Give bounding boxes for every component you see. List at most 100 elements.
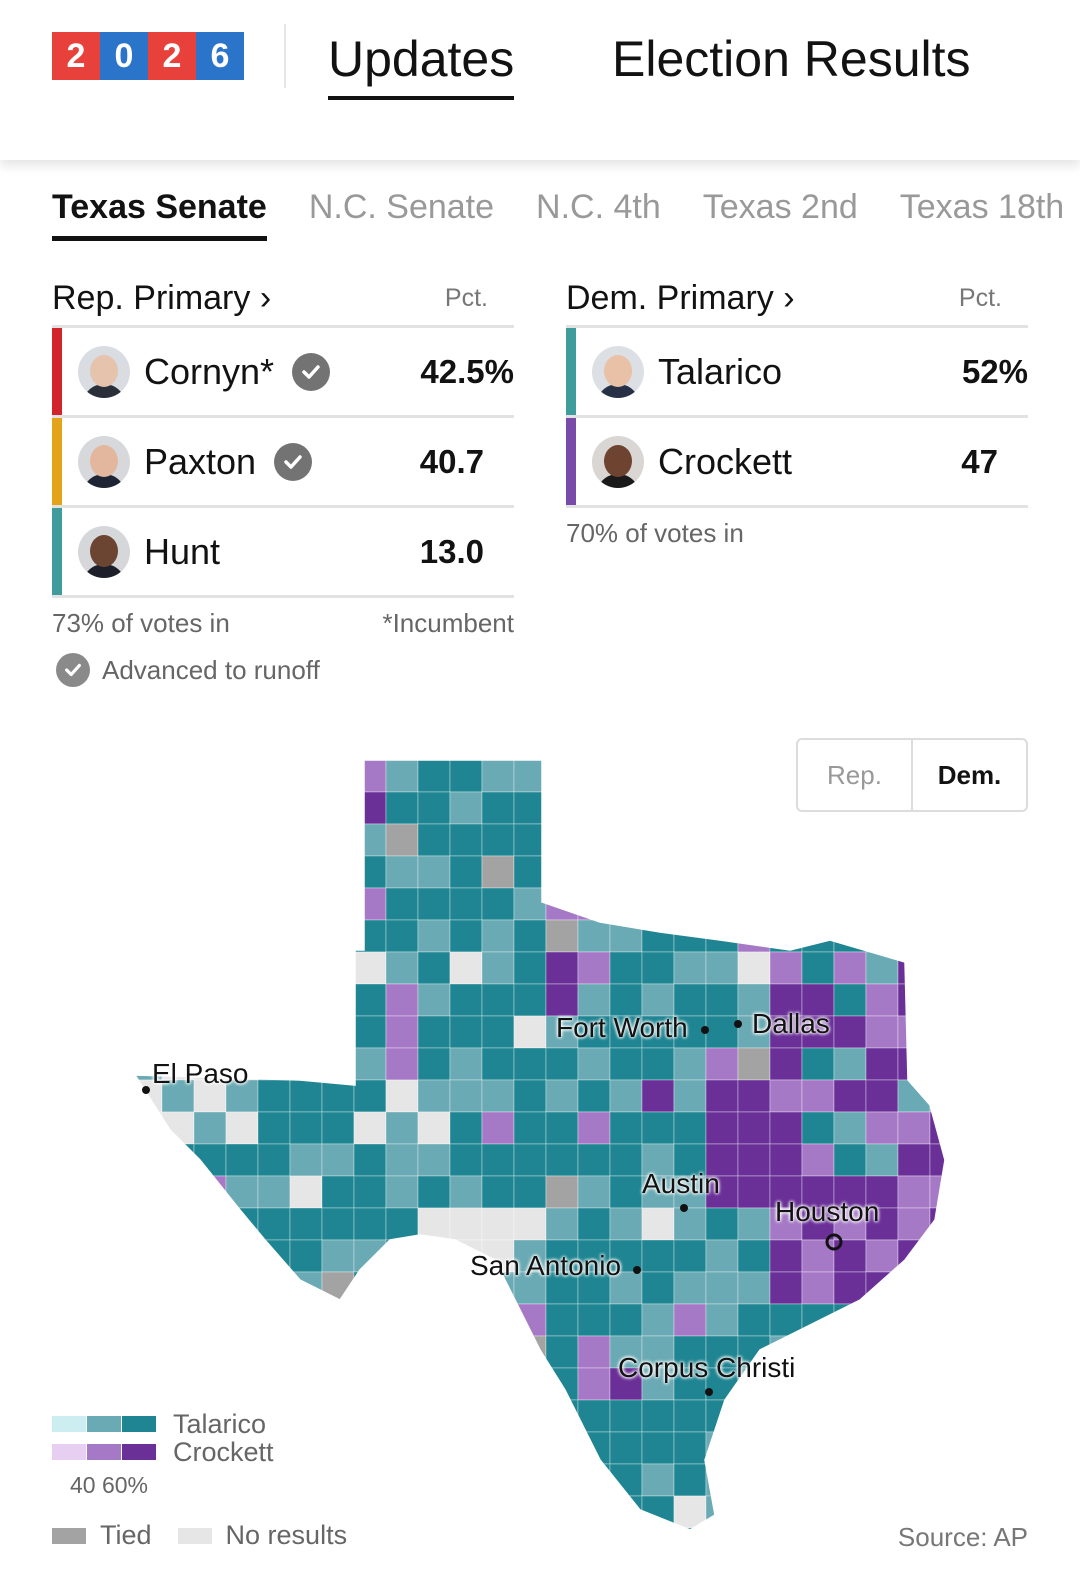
county-cell[interactable] — [257, 1175, 291, 1209]
county-cell[interactable] — [417, 1239, 451, 1273]
county-cell[interactable] — [481, 1175, 515, 1209]
county-cell[interactable] — [545, 791, 579, 825]
county-cell[interactable] — [417, 1207, 451, 1241]
county-cell[interactable] — [225, 760, 259, 793]
county-cell[interactable] — [801, 1047, 835, 1081]
county-cell[interactable] — [897, 1111, 931, 1145]
county-cell[interactable] — [449, 951, 483, 985]
county-cell[interactable] — [897, 1367, 931, 1401]
county-cell[interactable] — [865, 1495, 899, 1529]
county-cell[interactable] — [353, 1431, 387, 1465]
county-cell[interactable] — [801, 1495, 835, 1529]
county-cell[interactable] — [385, 1079, 419, 1113]
county-cell[interactable] — [193, 887, 227, 921]
county-cell[interactable] — [545, 1239, 579, 1273]
county-cell[interactable] — [193, 1271, 227, 1305]
county-cell[interactable] — [130, 1143, 163, 1177]
county-cell[interactable] — [481, 1527, 515, 1540]
county-cell[interactable] — [705, 1111, 739, 1145]
county-cell[interactable] — [833, 919, 867, 953]
county-cell[interactable] — [641, 1047, 675, 1081]
county-cell[interactable] — [417, 951, 451, 985]
county-cell[interactable] — [769, 1271, 803, 1305]
county-cell[interactable] — [673, 1495, 707, 1529]
county-cell[interactable] — [609, 791, 643, 825]
county-cell[interactable] — [673, 1303, 707, 1337]
county-cell[interactable] — [385, 1207, 419, 1241]
county-cell[interactable] — [673, 1111, 707, 1145]
county-cell[interactable] — [225, 855, 259, 889]
county-cell[interactable] — [481, 1047, 515, 1081]
county-cell[interactable] — [801, 1143, 835, 1177]
county-cell[interactable] — [705, 1207, 739, 1241]
county-cell[interactable] — [193, 951, 227, 985]
county-cell[interactable] — [545, 983, 579, 1017]
county-cell[interactable] — [673, 1399, 707, 1433]
race-tab-texas-18th[interactable]: Texas 18th — [899, 188, 1065, 226]
county-cell[interactable] — [897, 1079, 931, 1113]
county-cell[interactable] — [513, 1175, 547, 1209]
county-cell[interactable] — [161, 791, 195, 825]
county-cell[interactable] — [193, 1143, 227, 1177]
county-cell[interactable] — [737, 791, 771, 825]
county-cell[interactable] — [737, 1399, 771, 1433]
county-cell[interactable] — [353, 951, 387, 985]
county-cell[interactable] — [353, 887, 387, 921]
race-tab-texas-senate[interactable]: Texas Senate — [52, 188, 267, 241]
county-cell[interactable] — [609, 1495, 643, 1529]
county-cell[interactable] — [481, 1367, 515, 1401]
county-cell[interactable] — [257, 951, 291, 985]
county-cell[interactable] — [161, 760, 195, 793]
county-cell[interactable] — [577, 1495, 611, 1529]
county-cell[interactable] — [449, 1335, 483, 1369]
county-cell[interactable] — [737, 1207, 771, 1241]
county-cell[interactable] — [353, 1495, 387, 1529]
county-cell[interactable] — [289, 1143, 323, 1177]
county-cell[interactable] — [353, 1175, 387, 1209]
county-cell[interactable] — [161, 1207, 195, 1241]
county-cell[interactable] — [193, 1207, 227, 1241]
texas-map[interactable] — [0, 740, 1080, 1540]
county-cell[interactable] — [865, 1015, 899, 1049]
county-cell[interactable] — [257, 1271, 291, 1305]
county-cell[interactable] — [641, 1143, 675, 1177]
county-cell[interactable] — [257, 1079, 291, 1113]
county-cell[interactable] — [577, 791, 611, 825]
county-cell[interactable] — [833, 1047, 867, 1081]
county-cell[interactable] — [737, 1527, 771, 1540]
county-cell[interactable] — [513, 1463, 547, 1497]
county-cell[interactable] — [417, 1495, 451, 1529]
county-cell[interactable] — [417, 1463, 451, 1497]
county-cell[interactable] — [833, 1495, 867, 1529]
county-cell[interactable] — [705, 887, 739, 921]
county-cell[interactable] — [513, 1079, 547, 1113]
county-cell[interactable] — [929, 983, 962, 1017]
county-cell[interactable] — [641, 951, 675, 985]
county-cell[interactable] — [130, 919, 163, 953]
county-cell[interactable] — [769, 1111, 803, 1145]
county-cell[interactable] — [833, 1335, 867, 1369]
county-cell[interactable] — [257, 983, 291, 1017]
county-cell[interactable] — [577, 887, 611, 921]
county-cell[interactable] — [257, 1047, 291, 1081]
county-cell[interactable] — [385, 1495, 419, 1529]
county-cell[interactable] — [577, 1271, 611, 1305]
county-cell[interactable] — [513, 1047, 547, 1081]
county-cell[interactable] — [609, 1047, 643, 1081]
county-cell[interactable] — [833, 1143, 867, 1177]
county-cell[interactable] — [289, 855, 323, 889]
county-cell[interactable] — [609, 1303, 643, 1337]
county-cell[interactable] — [929, 1303, 962, 1337]
county-cell[interactable] — [897, 1271, 931, 1305]
county-cell[interactable] — [545, 1303, 579, 1337]
county-cell[interactable] — [130, 791, 163, 825]
county-cell[interactable] — [833, 855, 867, 889]
county-cell[interactable] — [417, 760, 451, 793]
county-cell[interactable] — [385, 1431, 419, 1465]
county-cell[interactable] — [577, 1527, 611, 1540]
race-tab-nc-senate[interactable]: N.C. Senate — [308, 188, 495, 226]
county-cell[interactable] — [449, 1303, 483, 1337]
county-cell[interactable] — [897, 1303, 931, 1337]
county-cell[interactable] — [130, 1175, 163, 1209]
county-cell[interactable] — [353, 1303, 387, 1337]
